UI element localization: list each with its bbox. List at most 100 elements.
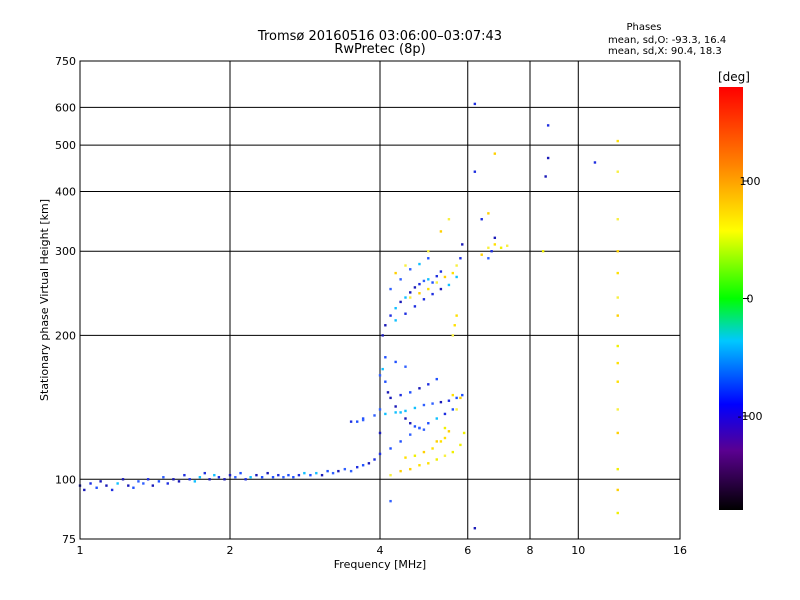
phase-colorbar — [719, 87, 743, 510]
data-points — [78, 102, 619, 530]
phase-point-O — [378, 452, 382, 456]
phase-point-O — [399, 440, 402, 443]
phase-point-O — [490, 250, 493, 253]
phase-point-X — [616, 431, 619, 435]
phase-point-O — [399, 278, 402, 281]
y-axis-label: Stationary phase Virtual Height [km] — [38, 199, 51, 401]
phase-point-O — [343, 467, 347, 471]
phase-point-X — [451, 334, 455, 337]
phase-point-O — [409, 433, 412, 436]
phase-point-X — [447, 430, 451, 433]
phase-point-O — [394, 319, 397, 322]
phase-point-O — [193, 480, 197, 483]
phase-point-O — [260, 476, 264, 479]
x-tick-label: 2 — [227, 544, 234, 557]
phase-point-O — [378, 431, 382, 435]
phase-point-O — [404, 312, 407, 315]
phase-point-O — [228, 473, 232, 477]
phase-point-X — [453, 324, 456, 327]
y-tick-label: 400 — [55, 185, 76, 198]
phase-point-O — [399, 411, 402, 414]
phase-point-O — [331, 471, 335, 475]
phase-point-X — [455, 408, 458, 411]
phase-point-O — [544, 175, 547, 178]
phase-point-O — [255, 473, 258, 477]
phase-point-X — [459, 396, 462, 400]
phase-point-O — [384, 380, 387, 383]
y-tick-label: 100 — [55, 473, 76, 486]
phase-point-O — [172, 478, 175, 481]
phase-point-X — [455, 264, 458, 267]
x-axis-label: Frequency [MHz] — [334, 558, 426, 571]
phase-point-O — [355, 465, 359, 469]
y-tick-label: 200 — [55, 329, 76, 342]
phase-point-O — [473, 170, 477, 173]
phase-point-O — [121, 478, 125, 481]
phase-point-O — [455, 275, 458, 279]
phase-point-O — [188, 478, 191, 481]
phase-point-O — [116, 482, 119, 485]
phase-point-X — [499, 246, 503, 249]
phase-point-X — [480, 253, 483, 256]
phase-point-O — [409, 291, 412, 294]
phase-point-X — [413, 454, 417, 457]
phase-point-X — [459, 443, 462, 447]
y-tick-label: 500 — [55, 139, 76, 152]
phase-point-O — [303, 471, 306, 475]
phase-point-O — [413, 286, 417, 289]
phase-point-O — [422, 279, 426, 283]
phase-point-O — [132, 486, 135, 489]
chart-subtitle: RwPretec (8p) — [334, 42, 425, 57]
phase-point-X — [616, 361, 619, 365]
x-tick-label: 4 — [377, 544, 384, 557]
phase-point-X — [409, 296, 412, 299]
phase-point-X — [616, 271, 619, 275]
phase-point-O — [435, 274, 438, 278]
phase-point-O — [198, 476, 202, 479]
phase-point-O — [546, 156, 550, 160]
phase-point-O — [459, 257, 462, 260]
y-tick-label: 300 — [55, 245, 76, 258]
phase-point-O — [431, 281, 434, 284]
phase-point-O — [399, 300, 402, 304]
y-tick-label: 75 — [62, 533, 76, 546]
phase-point-X — [443, 454, 447, 457]
phase-point-O — [95, 486, 98, 489]
chart-title: Tromsø 20160516 03:06:00–03:07:43 — [257, 29, 502, 44]
phase-point-O — [409, 268, 412, 271]
phase-point-O — [110, 488, 114, 492]
x-tick-label: 10 — [571, 544, 585, 557]
phase-point-X — [616, 139, 619, 143]
phase-point-O — [389, 396, 392, 400]
phase-point-O — [361, 418, 365, 422]
phase-point-O — [389, 447, 392, 450]
phase-point-O — [83, 488, 86, 492]
phase-point-O — [142, 482, 145, 485]
phase-point-O — [146, 478, 150, 481]
phase-point-X — [616, 170, 619, 173]
phase-point-O — [413, 305, 417, 308]
phase-point-X — [487, 212, 490, 215]
phase-point-O — [394, 360, 397, 364]
phase-point-O — [461, 393, 464, 397]
phase-point-O — [177, 480, 181, 483]
phase-point-X — [616, 296, 619, 299]
phase-point-O — [435, 377, 438, 381]
phase-point-X — [443, 426, 447, 430]
phase-point-O — [367, 462, 371, 465]
phase-point-O — [378, 374, 382, 377]
phase-point-O — [244, 478, 247, 481]
phase-point-O — [309, 473, 312, 477]
phase-point-O — [487, 257, 490, 260]
phase-point-X — [616, 467, 619, 471]
colorbar-tick-label: 0 — [747, 293, 754, 306]
phase-point-O — [427, 257, 430, 260]
phase-point-O — [404, 409, 407, 413]
phase-point-O — [99, 480, 102, 483]
phase-point-O — [447, 283, 451, 287]
phase-point-O — [282, 476, 285, 479]
phase-point-X — [493, 152, 497, 155]
phase-point-O — [413, 406, 417, 410]
phase-point-O — [389, 314, 392, 317]
